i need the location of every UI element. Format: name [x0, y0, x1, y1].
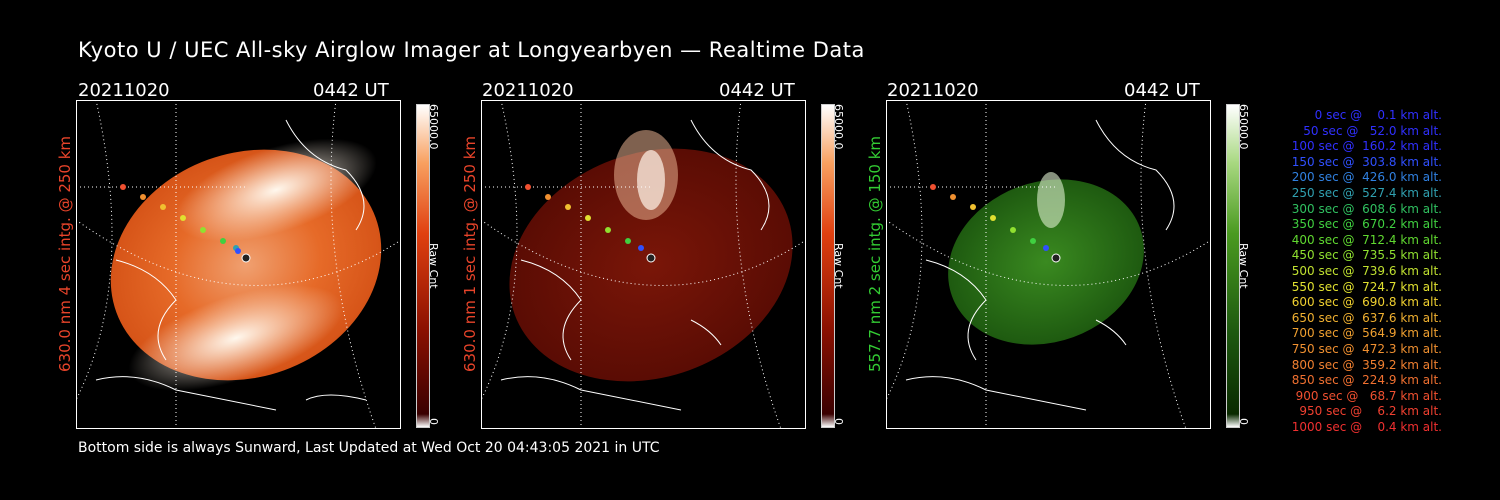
panel1-colorbar: [416, 104, 430, 428]
panel3-cbar-min: 0: [1237, 418, 1250, 425]
panel2-time: 0442 UT: [719, 80, 795, 101]
legend-row: 550 sec @ 724.7 km alt.: [1287, 279, 1442, 294]
panel2-cbar-max: 65000.0: [832, 104, 845, 150]
panel3-image: [886, 100, 1211, 429]
legend-row: 250 sec @ 527.4 km alt.: [1287, 185, 1442, 200]
footer-note: Bottom side is always Sunward, Last Upda…: [78, 440, 660, 456]
legend-row: 950 sec @ 6.2 km alt.: [1295, 404, 1442, 419]
panel2-colorbar: [821, 104, 835, 428]
legend-row: 750 sec @ 472.3 km alt.: [1287, 341, 1442, 356]
legend-row: 400 sec @ 712.4 km alt.: [1287, 232, 1442, 247]
legend-row: 150 sec @ 303.8 km alt.: [1287, 154, 1442, 169]
panel3-date: 20211020: [887, 80, 979, 101]
trajectory-markers: [120, 184, 251, 263]
panel3-cbar-title: Raw Cnt: [1237, 243, 1250, 289]
panel2-date: 20211020: [482, 80, 574, 101]
panel3-colorbar: [1226, 104, 1240, 428]
page-title: Kyoto U / UEC All-sky Airglow Imager at …: [78, 38, 865, 62]
panel3-cbar-max: 65000.0: [1237, 104, 1250, 150]
trajectory-legend: 0 sec @ 0.1 km alt. 50 sec @ 52.0 km alt…: [1262, 108, 1442, 435]
legend-row: 700 sec @ 564.9 km alt.: [1287, 326, 1442, 341]
legend-row: 200 sec @ 426.0 km alt.: [1287, 170, 1442, 185]
panel2-cbar-title: Raw Cnt: [832, 243, 845, 289]
panel1-cbar-min: 0: [427, 418, 440, 425]
legend-row: 350 sec @ 670.2 km alt.: [1287, 217, 1442, 232]
panel2-side-label: 630.0 nm 1 sec intg. @ 250 km: [461, 135, 479, 372]
legend-row: 300 sec @ 608.6 km alt.: [1287, 201, 1442, 216]
legend-row: 0 sec @ 0.1 km alt.: [1303, 108, 1442, 122]
legend-row: 600 sec @ 690.8 km alt.: [1287, 295, 1442, 310]
legend-row: 50 sec @ 52.0 km alt.: [1295, 123, 1442, 138]
legend-row: 1000 sec @ 0.4 km alt.: [1291, 419, 1442, 434]
legend-row: 850 sec @ 224.9 km alt.: [1287, 373, 1442, 388]
panel3-time: 0442 UT: [1124, 80, 1200, 101]
legend-row: 900 sec @ 68.7 km alt.: [1291, 388, 1442, 403]
legend-row: 800 sec @ 359.2 km alt.: [1287, 357, 1442, 372]
panel2-image: [481, 100, 806, 429]
legend-row: 650 sec @ 637.6 km alt.: [1287, 310, 1442, 325]
panel1-date: 20211020: [78, 80, 170, 101]
panel3-side-label: 557.7 nm 2 sec intg. @ 150 km: [866, 135, 884, 372]
legend-row: 100 sec @ 160.2 km alt.: [1287, 139, 1442, 154]
panel1-time: 0442 UT: [313, 80, 389, 101]
panel1-cbar-max: 65000.0: [427, 104, 440, 150]
panel1-cbar-title: Raw Cnt: [427, 243, 440, 289]
panel1-side-label: 630.0 nm 4 sec intg. @ 250 km: [56, 135, 74, 372]
legend-row: 450 sec @ 735.5 km alt.: [1287, 248, 1442, 263]
panel1-image: [76, 100, 401, 429]
panel2-cbar-min: 0: [832, 418, 845, 425]
legend-row: 500 sec @ 739.6 km alt.: [1287, 263, 1442, 278]
